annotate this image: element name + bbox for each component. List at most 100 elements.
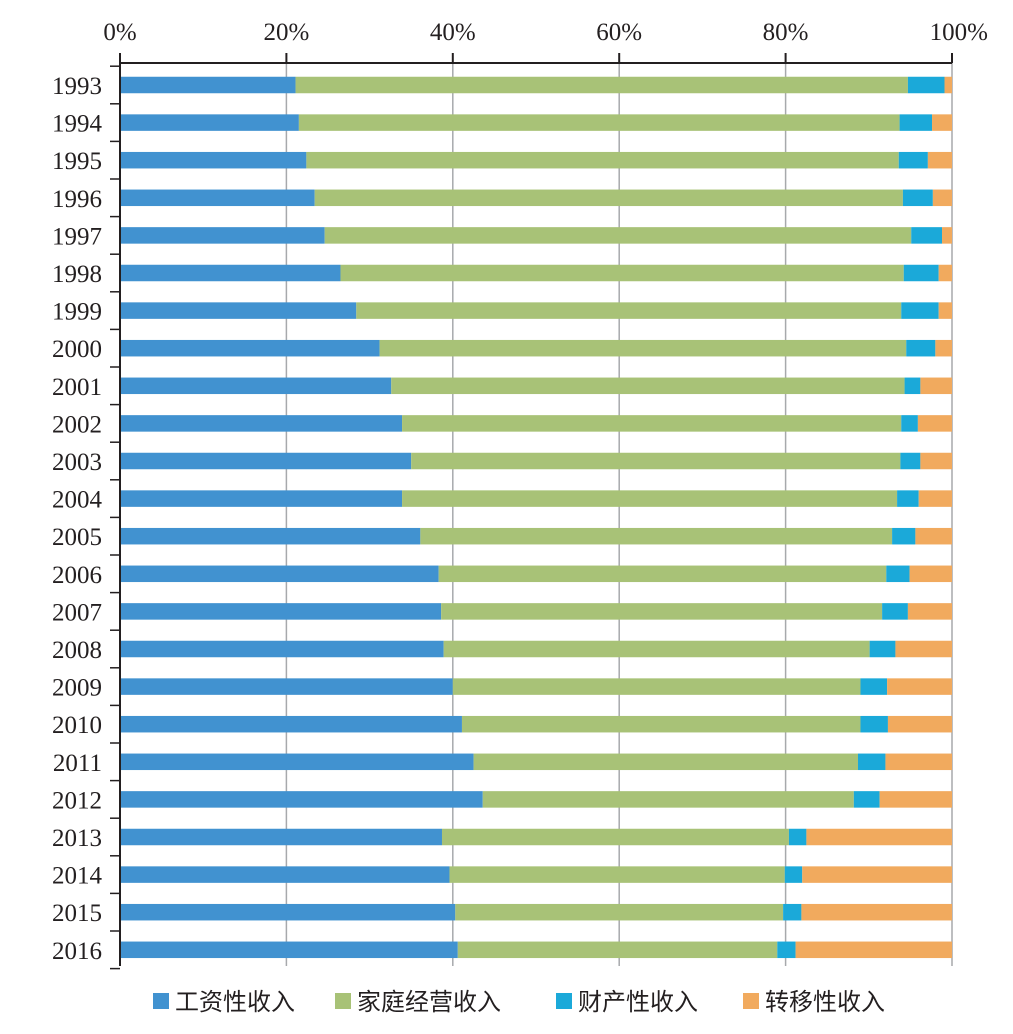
- axes: [110, 53, 953, 970]
- legend-label: 工资性收入: [175, 988, 295, 1016]
- bar-segment-2: [473, 753, 858, 771]
- bar-segment-1: [120, 678, 453, 695]
- bar-segment-2: [443, 640, 870, 658]
- y-tick-label: 2008: [52, 637, 102, 664]
- bar-segment-4: [918, 490, 952, 507]
- bar-segment-2: [461, 715, 861, 733]
- y-tick-label: 2000: [52, 336, 102, 363]
- bar-segment-2: [455, 903, 784, 921]
- bar-segment-2: [441, 828, 789, 846]
- legend-swatch: [153, 993, 169, 1009]
- y-tick-label: 1995: [52, 148, 102, 175]
- bar-segment-4: [938, 302, 952, 319]
- bar-segment-3: [898, 151, 928, 169]
- bar-segment-1: [120, 490, 403, 507]
- y-tick-label: 1996: [52, 186, 102, 213]
- bar-segment-2: [306, 151, 899, 169]
- bar-segment-1: [120, 791, 483, 808]
- legend-swatch: [743, 993, 759, 1009]
- bar-segment-2: [314, 189, 903, 207]
- bar-segment-1: [120, 640, 444, 658]
- y-tick-label: 2003: [52, 449, 102, 476]
- bar-segment-3: [857, 753, 886, 771]
- bar-segment-4: [887, 678, 952, 695]
- bar-segment-4: [802, 866, 952, 883]
- bar-segment-1: [120, 302, 357, 319]
- x-tick-labels: 0% 20% 40% 60% 80% 100%: [103, 19, 988, 46]
- y-tick-label: 2014: [52, 863, 103, 890]
- y-tick-label: 2006: [52, 562, 102, 589]
- y-tick-label: 2007: [52, 599, 102, 626]
- bar-segment-3: [788, 828, 807, 846]
- y-tick-label: 2005: [52, 524, 102, 551]
- bar-segment-1: [120, 941, 458, 959]
- bar-segment-1: [120, 76, 296, 94]
- bar-segment-2: [452, 678, 861, 695]
- y-tick-label: 2015: [52, 900, 102, 927]
- bar-segment-4: [879, 791, 952, 808]
- bar-segment-4: [932, 189, 952, 207]
- bar-segment-2: [457, 941, 778, 959]
- bar-segment-3: [901, 415, 918, 432]
- bar-segment-4: [917, 415, 952, 432]
- bar-segment-1: [120, 264, 341, 282]
- bar-segment-4: [885, 753, 952, 771]
- legend-swatch: [556, 993, 572, 1009]
- bar-segment-1: [120, 866, 450, 883]
- bar-segment-1: [120, 565, 439, 583]
- bar-segment-4: [909, 565, 952, 583]
- bar-segment-3: [783, 903, 802, 921]
- y-tick-label: 2011: [53, 750, 102, 777]
- bar-segment-1: [120, 189, 315, 207]
- bar-segment-2: [449, 866, 785, 883]
- bar-segment-4: [920, 452, 952, 470]
- bar-segment-3: [911, 227, 943, 244]
- bar-segment-3: [901, 302, 939, 319]
- x-tick-label: 40%: [430, 19, 476, 46]
- bar-segment-3: [906, 339, 936, 357]
- x-tick-label: 0%: [103, 19, 136, 46]
- y-tick-label: 2016: [52, 938, 102, 965]
- bar-segment-1: [120, 903, 456, 921]
- y-tick-label: 1993: [52, 73, 102, 100]
- bar-segment-2: [441, 603, 883, 620]
- bar-segment-4: [795, 941, 952, 959]
- y-tick-label: 1997: [52, 223, 102, 250]
- y-tick-label: 2009: [52, 675, 102, 702]
- bar-segment-2: [298, 114, 900, 131]
- bar-segment-1: [120, 151, 307, 169]
- bar-segment-3: [886, 565, 910, 583]
- bar-segment-3: [853, 791, 880, 808]
- bar-segment-4: [942, 227, 952, 244]
- y-tick-labels: 1993 1994 1995 1996 1997 1998 1999 2000 2001 2002…: [52, 73, 103, 965]
- bar-segment-4: [806, 828, 952, 846]
- bar-segment-3: [784, 866, 803, 883]
- y-tick-label: 2012: [52, 787, 102, 814]
- bar-segment-3: [903, 264, 939, 282]
- bar-segment-2: [324, 227, 912, 244]
- bar-segment-1: [120, 828, 442, 846]
- bar-segment-2: [295, 76, 908, 94]
- bar-segment-1: [120, 377, 392, 395]
- bar-segment-4: [935, 339, 952, 357]
- bar-segment-2: [420, 527, 893, 545]
- bar-segment-3: [882, 603, 908, 620]
- bar-segment-1: [120, 753, 474, 771]
- y-tick-label: 1994: [52, 111, 103, 138]
- bar-segment-2: [379, 339, 907, 357]
- bar-segment-4: [915, 527, 952, 545]
- bar-segment-1: [120, 603, 442, 620]
- bar-segment-3: [904, 377, 921, 395]
- bar-segment-3: [860, 715, 888, 733]
- bar-segment-4: [887, 715, 952, 733]
- legend: 工资性收入 家庭经营收入 财产性收入 转移性收入: [153, 988, 885, 1016]
- x-tick-label: 100%: [930, 19, 988, 46]
- y-tick-label: 2002: [52, 411, 102, 438]
- legend-swatch: [335, 993, 351, 1009]
- bar-segment-2: [402, 490, 898, 507]
- bar-segment-2: [340, 264, 904, 282]
- grid-lines: [285, 63, 953, 966]
- bar-segment-1: [120, 339, 380, 357]
- bar-segment-4: [944, 76, 952, 94]
